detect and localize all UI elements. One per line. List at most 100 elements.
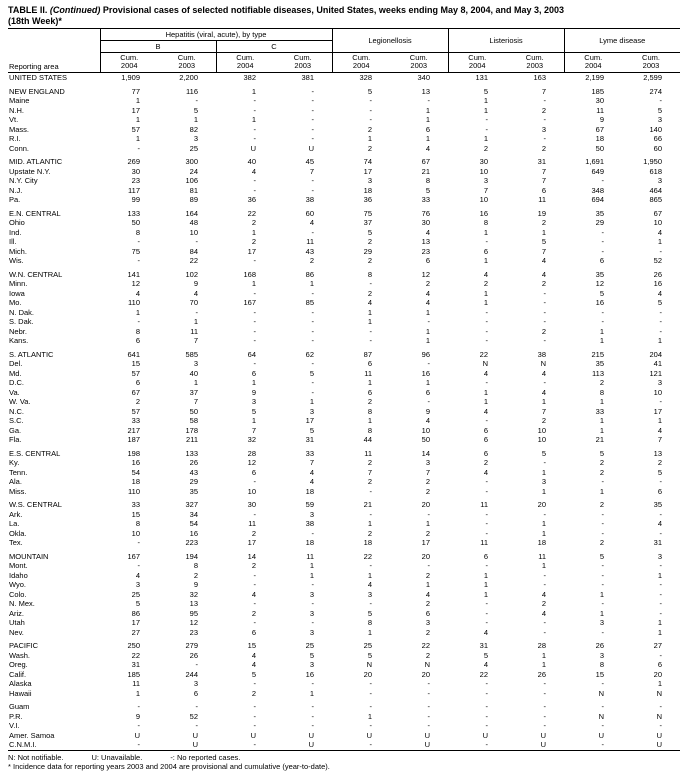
reporting-area-cell: N. Mex. [9,599,35,608]
value-cell: 58 [189,416,198,425]
column-header: Cum. 2003 [158,52,216,73]
value-cell: - [311,387,315,397]
value-cell: 35 [595,359,604,368]
value-cell: - [311,227,315,237]
value-cell: 348 [591,185,604,195]
value-cell: 4 [309,467,314,477]
value-cell: - [195,96,199,105]
value-cell: - [311,528,315,538]
value-cell: 4 [309,477,314,486]
value-cell: 4 [541,269,546,279]
value-cell: - [659,96,663,105]
value-cell: 25 [363,641,372,650]
value-cell: 7 [541,246,546,256]
reporting-area-cell: Nebr. [9,326,27,336]
value-cell: 9 [193,279,198,288]
value-cell: - [543,378,547,387]
value-cell: 16 [131,458,140,467]
value-cell: 274 [649,86,662,96]
value-cell: 6 [425,256,430,265]
value-cell: 11 [306,551,314,561]
value-cell: 2 [599,500,604,509]
value-cell: U [656,740,662,749]
value-cell: 1 [483,570,488,580]
value-cell: - [659,580,663,589]
cum-header-row: Cum. 2004 Cum. 2003 Cum. 2004 Cum. 2003 Cum. 2004… [8,52,680,73]
value-cell: 4 [251,589,256,599]
value-cell: 1 [251,227,256,237]
reporting-area-cell: Ky. [9,458,20,467]
reporting-area-cell: Upstate N.Y. [9,166,51,176]
listeriosis-header: Listeriosis [448,28,565,53]
value-cell: 5 [251,669,256,679]
value-cell: - [427,359,431,368]
value-cell: - [369,688,373,698]
value-cell: 2 [251,561,256,570]
value-cell: - [253,711,257,721]
value-cell: - [253,702,257,711]
value-cell: - [485,688,489,698]
table-row: N.H. 17 5- - -1 1 2 11 5 [8,106,680,116]
value-cell: 5 [367,650,372,660]
reporting-area-cell: Nev. [9,627,24,637]
table-row: La. 8 54 11 38 1 1-1-4 [8,519,680,529]
value-cell: 1 [425,580,430,589]
value-cell: 4 [425,416,430,425]
value-cell: - [485,336,489,345]
value-cell: - [369,740,373,749]
lyme-disease-header: Lyme disease [564,28,680,53]
value-cell: 4 [135,570,140,580]
value-cell: - [427,317,431,326]
value-cell: - [543,580,547,589]
value-cell: 1 [483,589,488,599]
value-cell: 5 [599,288,604,298]
value-cell: 30 [595,96,604,105]
value-cell: - [369,721,373,730]
value-cell: 62 [305,349,314,359]
group-header-row: Reporting area Hepatitis (viral, acute),… [8,28,680,73]
value-cell: 41 [653,359,662,368]
table-row: D.C. 6 1 1 - 1 1 - - 2 3 [8,378,680,388]
value-cell: 2 [599,538,604,547]
value-cell: U [540,740,546,749]
value-cell: 3 [599,650,604,660]
value-cell: 1 [251,378,256,387]
value-cell: 15 [131,509,140,519]
value-cell: - [253,336,257,345]
value-cell: 2 [541,416,546,425]
value-cell: 30 [131,166,140,176]
reporting-area-cell: E.N. CENTRAL [9,208,61,218]
value-cell: 3 [309,627,314,637]
value-cell: - [311,679,315,688]
reporting-area-cell: Maine [9,96,30,105]
reporting-area-cell: Tenn. [9,467,28,477]
value-cell: 381 [301,73,314,82]
value-cell: 244 [185,669,198,679]
reporting-area-cell: Miss. [9,486,27,496]
value-cell: 4 [425,227,430,237]
value-cell: 1 [425,378,430,387]
value-cell: - [369,336,373,345]
value-cell: 1 [599,486,604,496]
value-cell: - [543,458,547,467]
value-cell: 2 [599,378,604,387]
value-cell: - [253,185,257,195]
value-cell: - [601,721,605,730]
value-cell: 11 [538,551,546,561]
value-cell: 11 [480,538,488,547]
value-cell: 1 [251,115,256,124]
reporting-area-cell: MID. ATLANTIC [9,157,63,166]
value-cell: - [311,86,315,96]
value-cell: 1 [135,115,140,124]
value-cell: 54 [189,519,198,528]
reporting-area-cell: Calif. [9,669,27,679]
value-cell: N [656,711,662,721]
value-cell: - [485,711,489,721]
footnote-dash: -: No reported cases. [170,752,241,762]
value-cell: 4 [367,580,372,589]
footnote-u: U: Unavailable. [91,752,143,762]
value-cell: - [137,256,141,265]
value-cell: 7 [483,185,488,195]
value-cell: 1 [657,237,662,246]
value-cell: 1 [135,307,140,317]
